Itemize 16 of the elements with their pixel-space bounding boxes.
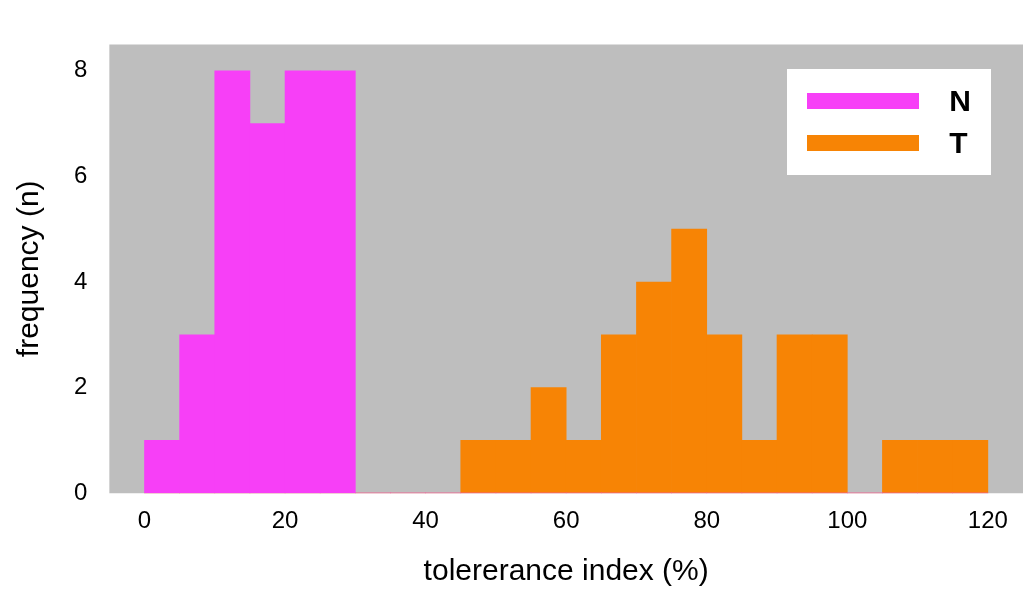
- y-tick-label: 2: [73, 372, 88, 400]
- y-axis-title: frequency (n): [11, 180, 45, 358]
- x-tick-label: 120: [967, 506, 1008, 534]
- legend-label: T: [949, 125, 968, 162]
- y-tick-label: 8: [73, 55, 88, 83]
- x-tick-label: 60: [552, 506, 580, 534]
- x-axis-title: tolererance index (%): [423, 553, 709, 587]
- y-tick-label: 4: [73, 266, 88, 294]
- x-tick-label: 40: [412, 506, 439, 534]
- y-tick-label: 0: [73, 477, 88, 505]
- x-tick-label: 20: [271, 506, 299, 534]
- x-tick-label: 100: [827, 506, 868, 534]
- x-tick-label: 0: [137, 506, 152, 534]
- x-tick-label: 80: [693, 506, 721, 534]
- legend-label: N: [949, 83, 971, 120]
- y-tick-label: 6: [73, 161, 88, 189]
